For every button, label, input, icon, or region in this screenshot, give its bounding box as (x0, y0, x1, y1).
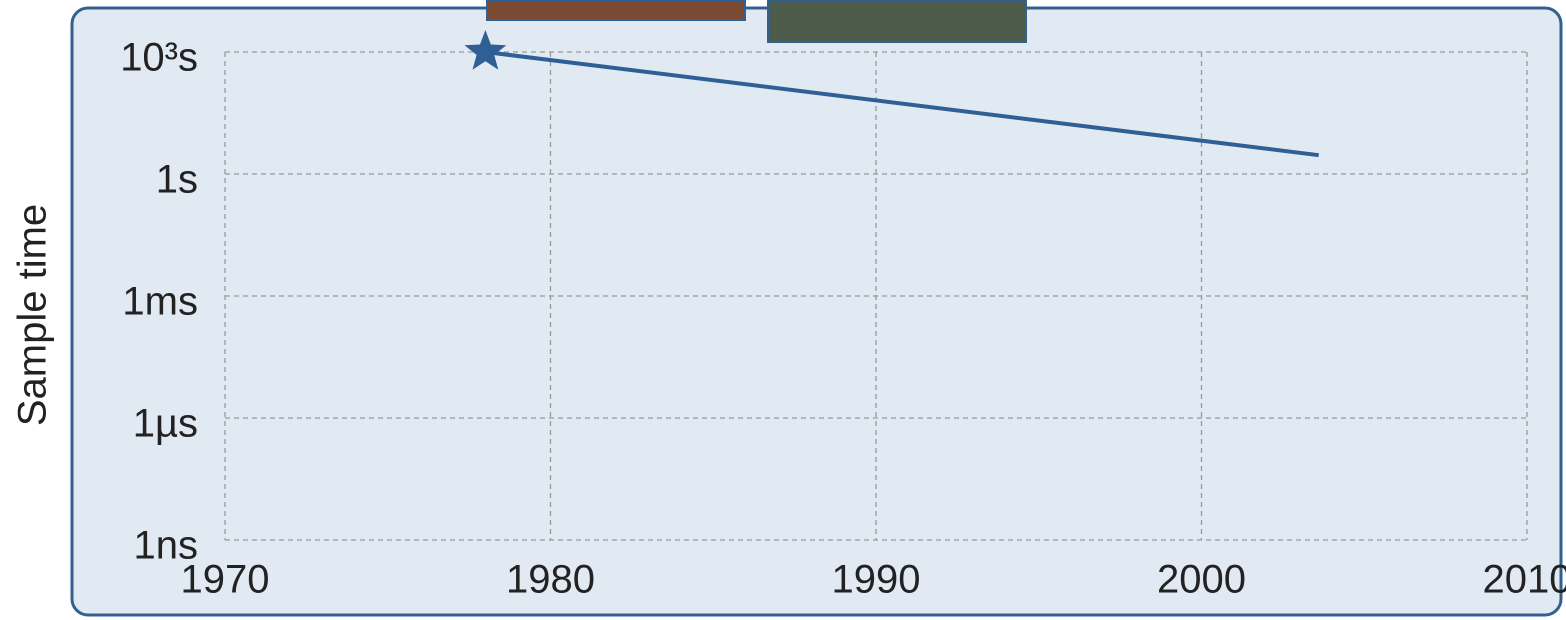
y-tick-label: 10³s (120, 36, 198, 80)
panel (72, 8, 1561, 615)
x-tick-label: 2010 (1483, 558, 1566, 602)
x-tick-label: 1970 (181, 558, 270, 602)
x-tick-label: 2000 (1157, 558, 1246, 602)
chart: Sample time 1ns1µs1ms1s10³s1970198019902… (0, 0, 1566, 620)
y-axis-label: Sample time (11, 204, 55, 426)
y-tick-label: 1µs (133, 402, 198, 446)
photo (768, 0, 1026, 42)
x-tick-label: 1990 (832, 558, 921, 602)
x-tick-label: 1980 (506, 558, 595, 602)
y-tick-label: 1s (156, 158, 198, 202)
photo (487, 0, 745, 20)
y-tick-label: 1ms (122, 280, 198, 324)
